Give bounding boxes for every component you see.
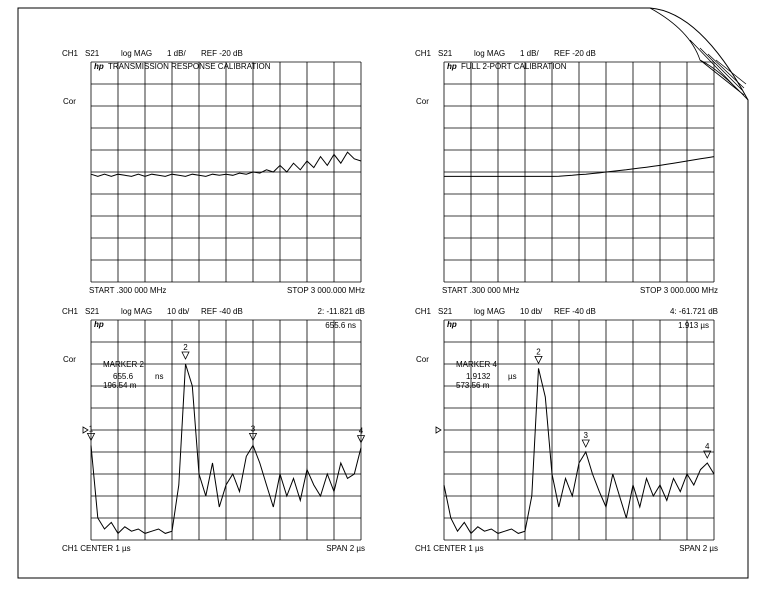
marker-triangle (356, 435, 366, 444)
format: log MAG (121, 307, 152, 316)
marker-readout: 4: -61.721 dB (670, 307, 718, 316)
marker-number: 1 (89, 425, 94, 434)
hp-logo: hp (447, 320, 457, 329)
channel: CH1 (62, 49, 79, 58)
marker-readout: 2: -11.821 dB (318, 307, 365, 316)
cor: Cor (63, 355, 76, 364)
marker-label: MARKER 4 (456, 360, 497, 369)
hp-logo: hp (447, 62, 457, 71)
marker-distance: 573.56 m (456, 381, 490, 390)
hp-logo: hp (94, 320, 104, 329)
marker-triangle (581, 439, 590, 448)
footer-left: START .300 000 MHz (89, 286, 166, 295)
hp-logo: hp (94, 62, 104, 71)
calibration-title: TRANSMISSION RESPONSE CALIBRATION (108, 62, 271, 71)
format: log MAG (121, 49, 152, 58)
parameter: S21 (85, 49, 100, 58)
reference: REF -20 dB (554, 49, 596, 58)
reference: REF -40 dB (554, 307, 596, 316)
marker-label: MARKER 2 (103, 360, 144, 369)
format: log MAG (474, 49, 505, 58)
calibration-title: FULL 2-PORT CALIBRATION (461, 62, 567, 71)
marker-distance: 196.54 m (103, 381, 137, 390)
channel: CH1 (62, 307, 79, 316)
footer-left: CH1 CENTER 1 µs (62, 544, 131, 553)
footer-left: START .300 000 MHz (442, 286, 519, 295)
parameter: S21 (85, 307, 100, 316)
reference-arrow (82, 426, 89, 434)
trace (90, 363, 362, 535)
marker-triangle (248, 433, 258, 442)
marker-number: 2 (183, 343, 188, 352)
marker-time: 1.9132 (466, 372, 491, 381)
marker-unit: µs (508, 372, 517, 381)
marker-number: 4 (359, 427, 364, 436)
parameter: S21 (438, 49, 453, 58)
footer-right: SPAN 2 µs (326, 544, 365, 553)
marker-triangle (181, 351, 190, 360)
parameter: S21 (438, 307, 453, 316)
marker-number: 3 (584, 431, 589, 440)
footer-right: STOP 3 000.000 MHz (640, 286, 718, 295)
marker-time: 655.6 (113, 372, 134, 381)
marker-triangle (703, 450, 712, 459)
cor: Cor (416, 97, 429, 106)
trace (443, 368, 715, 535)
marker-number: 2 (536, 348, 541, 357)
format: log MAG (474, 307, 505, 316)
scale: 1 dB/ (167, 49, 186, 58)
channel: CH1 (415, 49, 432, 58)
marker-triangle (534, 356, 543, 365)
trace (90, 151, 362, 177)
channel: CH1 (415, 307, 432, 316)
scale: 10 db/ (167, 307, 190, 316)
marker-number: 3 (251, 425, 256, 434)
footer-right: STOP 3 000.000 MHz (287, 286, 365, 295)
footer-right: SPAN 2 µs (679, 544, 718, 553)
reference: REF -20 dB (201, 49, 243, 58)
marker-triangle (86, 433, 96, 442)
cor: Cor (416, 355, 429, 364)
trace (444, 156, 715, 177)
readout-time: 655.6 ns (325, 321, 356, 330)
marker-unit: ns (155, 372, 163, 381)
reference-arrow (435, 426, 442, 434)
scale: 1 dB/ (520, 49, 539, 58)
readout-time: 1.913 µs (678, 321, 709, 330)
footer-left: CH1 CENTER 1 µs (415, 544, 484, 553)
scale: 10 db/ (520, 307, 543, 316)
marker-number: 4 (705, 442, 710, 451)
reference: REF -40 dB (201, 307, 243, 316)
cor: Cor (63, 97, 76, 106)
page-curl (649, 7, 749, 101)
